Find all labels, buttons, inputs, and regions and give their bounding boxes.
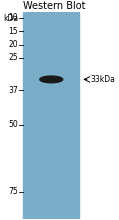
Text: 50: 50 — [8, 120, 18, 129]
Text: Western Blot: Western Blot — [23, 1, 86, 11]
Text: 25: 25 — [8, 53, 18, 62]
Text: 37: 37 — [8, 86, 18, 95]
Text: 20: 20 — [8, 40, 18, 49]
Text: 33kDa: 33kDa — [91, 75, 116, 84]
Text: 75: 75 — [8, 187, 18, 196]
Text: 10: 10 — [8, 13, 18, 22]
Text: kDa: kDa — [3, 14, 18, 23]
Ellipse shape — [40, 76, 63, 83]
Text: 15: 15 — [8, 27, 18, 36]
Bar — [23, 13, 79, 219]
